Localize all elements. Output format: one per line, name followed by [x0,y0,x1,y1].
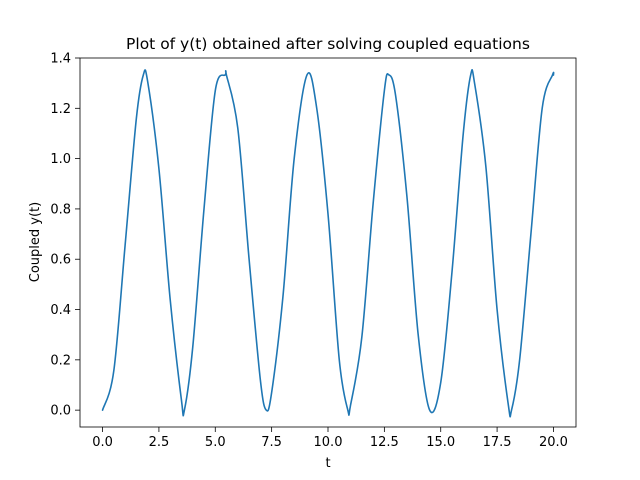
plot-area [79,57,577,428]
x-tick-label: 5.0 [205,435,226,450]
chart-title: Plot of y(t) obtained after solving coup… [126,35,530,53]
x-tick-label: 7.5 [261,435,282,450]
y-axis: 0.0 0.2 0.4 0.6 0.8 1.0 1.2 1.4 [50,52,80,419]
y-tick-label: 0.4 [50,303,71,318]
x-tick-label: 0.0 [92,435,113,450]
axes-frame [79,57,577,428]
x-tick-label: 15.0 [426,435,455,450]
y-tick-label: 1.2 [50,102,71,117]
y-tick-label: 1.0 [50,152,71,167]
y-tick-label: 0.6 [50,253,71,268]
x-tick-label: 10.0 [314,435,343,450]
y-tick-label: 1.4 [50,52,71,67]
y-tick-label: 0.0 [50,404,71,419]
x-tick-label: 12.5 [370,435,399,450]
x-axis: 0.0 2.5 5.0 7.5 10.0 12.5 15.0 17.5 20.0 [92,427,568,450]
x-tick-label: 2.5 [149,435,170,450]
x-tick-label: 20.0 [539,435,568,450]
y-axis-label: Coupled y(t) [28,202,43,282]
x-axis-label: t [325,456,330,471]
y-tick-label: 0.8 [50,202,71,217]
y-tick-label: 0.2 [50,353,71,368]
x-tick-label: 17.5 [483,435,512,450]
series-line-0 [101,68,555,418]
